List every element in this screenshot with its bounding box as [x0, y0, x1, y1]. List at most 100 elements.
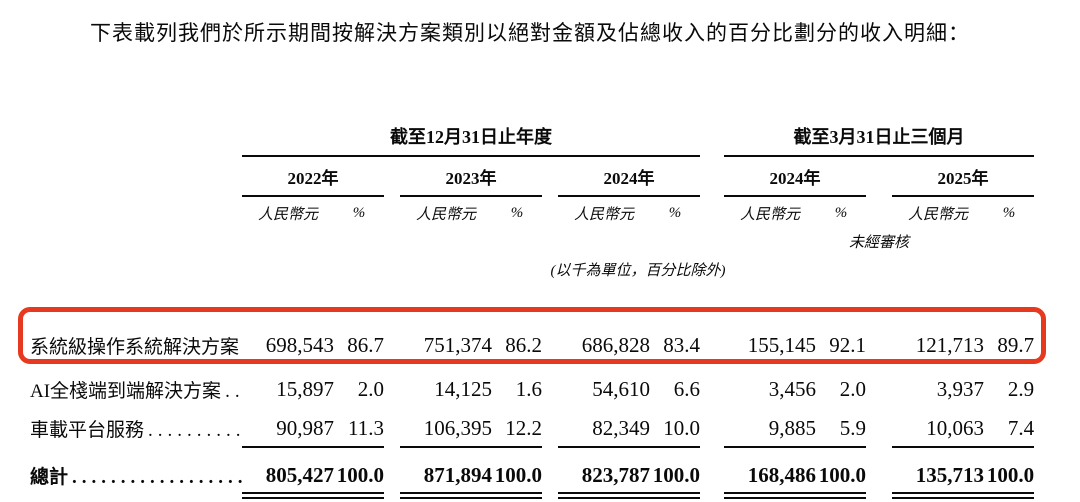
- column-spacer: [866, 411, 892, 454]
- rmb-value: 698,543: [265, 333, 334, 357]
- row-label-text: 車載平台服務: [30, 420, 145, 441]
- pct-value: 1.6: [515, 377, 542, 401]
- pct-value-cell: 5.9: [816, 411, 866, 454]
- pct-value-cell: 86.2: [492, 323, 542, 367]
- pct-value: 100.0: [650, 462, 700, 499]
- leader-dots: ............: [148, 420, 242, 441]
- year-header-row: 2022年 2023年 2024年 2024年 2025年: [30, 156, 1035, 197]
- column-spacer: [700, 323, 724, 367]
- rmb-value-cell: 3,937: [892, 367, 984, 411]
- rmb-value-cell: 823,787: [558, 454, 650, 500]
- column-spacer: [542, 367, 558, 411]
- column-spacer: [866, 367, 892, 411]
- rmb-value-cell: 3,456: [724, 367, 816, 411]
- unit-note: (以千為單位，百分比除外): [550, 262, 726, 279]
- rmb-value-cell: 10,063: [892, 411, 984, 454]
- pct-value: 5.9: [816, 415, 866, 448]
- rmb-value-cell: 9,885: [724, 411, 816, 454]
- rmb-value: 805,427: [242, 462, 334, 499]
- rmb-value-cell: 686,828: [558, 323, 650, 367]
- currency-header-row: 人民幣元 % 人民幣元 % 人民幣元 % 人民幣元 % 人民幣元 %: [30, 196, 1034, 229]
- pct-value-cell: 12.2: [492, 411, 542, 454]
- intro-paragraph: 下表載列我們於所示期間按解決方案類別以絕對金額及佔總收入的百分比劃分的收入明細：: [90, 21, 970, 45]
- pct-value: 2.0: [357, 377, 384, 401]
- year-header-2025-q1: 2025年: [892, 156, 1035, 197]
- pct-value-cell: 92.1: [816, 323, 866, 367]
- pct-value-cell: 2.0: [334, 367, 384, 411]
- column-spacer: [866, 323, 892, 367]
- pct-value: 6.6: [673, 377, 700, 401]
- pct-value: 92.1: [829, 333, 866, 357]
- percent-header: %: [1002, 204, 1016, 221]
- currency-header: 人民幣元: [739, 206, 800, 223]
- pct-value: 2.9: [1007, 377, 1035, 401]
- year-header-2023: 2023年: [400, 156, 542, 197]
- rmb-value: 135,713: [892, 462, 984, 499]
- column-spacer: [384, 367, 400, 411]
- pct-value-cell: 89.7: [984, 323, 1034, 367]
- pct-value: 83.4: [663, 333, 700, 357]
- pct-value: 2.0: [839, 377, 866, 401]
- rmb-value: 168,486: [724, 462, 816, 499]
- rmb-value-cell: 751,374: [400, 323, 492, 367]
- unit-note-row: (以千為單位，百分比除外): [30, 254, 1034, 284]
- pct-value-cell: 83.4: [650, 323, 700, 367]
- column-spacer: [700, 367, 724, 411]
- revenue-rows: 系統級操作系統解決方案... 698,543 86.7 751,374 86.2 686,…: [30, 323, 1035, 500]
- year-header-2024-q1: 2024年: [724, 156, 866, 197]
- rmb-value-cell: 15,897: [242, 367, 334, 411]
- rmb-value-cell: 698,543: [242, 323, 334, 367]
- row-label-text: 總計: [30, 467, 69, 488]
- row-label-text: 系統級操作系統解決方案: [30, 336, 240, 358]
- rmb-value-cell: 121,713: [892, 323, 984, 367]
- pct-value: 7.4: [984, 415, 1035, 448]
- period-header-quarterly: 截至3月31日止三個月: [724, 118, 1035, 157]
- pct-value: 12.2: [492, 415, 542, 448]
- rmb-value-cell: 82,349: [558, 411, 650, 454]
- rmb-value: 121,713: [915, 333, 984, 357]
- rmb-value: 54,610: [592, 377, 650, 401]
- column-spacer: [384, 323, 400, 367]
- rmb-value: 823,787: [558, 462, 650, 499]
- rmb-value: 871,894: [400, 462, 492, 499]
- percent-header: %: [352, 204, 366, 221]
- pct-value: 100.0: [816, 462, 866, 499]
- rmb-value: 14,125: [434, 377, 492, 401]
- rmb-value: 82,349: [558, 415, 650, 448]
- pct-value: 86.2: [505, 333, 542, 357]
- row-label-text: AI全棧端到端解決方案: [30, 380, 222, 402]
- pct-value-cell: 6.6: [650, 367, 700, 411]
- column-spacer: [866, 454, 892, 500]
- rmb-value: 686,828: [581, 333, 650, 357]
- row-label: 車載平台服務............: [30, 411, 242, 454]
- rmb-value: 9,885: [724, 415, 816, 448]
- year-header-2022: 2022年: [242, 156, 384, 197]
- rmb-value: 106,395: [400, 415, 492, 448]
- pct-value-cell: 100.0: [334, 454, 384, 500]
- currency-header: 人民幣元: [415, 206, 476, 223]
- pct-value-cell: 100.0: [492, 454, 542, 500]
- rmb-value: 3,456: [768, 377, 816, 401]
- pct-value-cell: 100.0: [984, 454, 1035, 500]
- column-spacer: [542, 411, 558, 454]
- rmb-value: 155,145: [747, 333, 816, 357]
- currency-header: 人民幣元: [573, 206, 634, 223]
- rmb-value-cell: 106,395: [400, 411, 492, 454]
- rmb-value-cell: 155,145: [724, 323, 816, 367]
- rmb-value-cell: 805,427: [242, 454, 334, 500]
- column-spacer: [384, 454, 400, 500]
- row-label: 系統級操作系統解決方案...: [30, 323, 242, 367]
- pct-value-cell: 86.7: [334, 323, 384, 367]
- pct-value-cell: 11.3: [334, 411, 384, 454]
- currency-header: 人民幣元: [907, 206, 968, 223]
- period-header-annual: 截至12月31日止年度: [242, 118, 700, 157]
- unaudited-row: 未經審核: [30, 229, 1034, 254]
- period-header-row: 截至12月31日止年度 截至3月31日止三個月: [30, 118, 1035, 157]
- pct-value-cell: 7.4: [984, 411, 1035, 454]
- revenue-table: 截至12月31日止年度 截至3月31日止三個月 2022年 2023年 2024…: [30, 118, 1035, 500]
- rmb-value: 751,374: [423, 333, 492, 357]
- column-spacer: [700, 118, 724, 156]
- column-spacer: [542, 323, 558, 367]
- column-spacer: [384, 411, 400, 454]
